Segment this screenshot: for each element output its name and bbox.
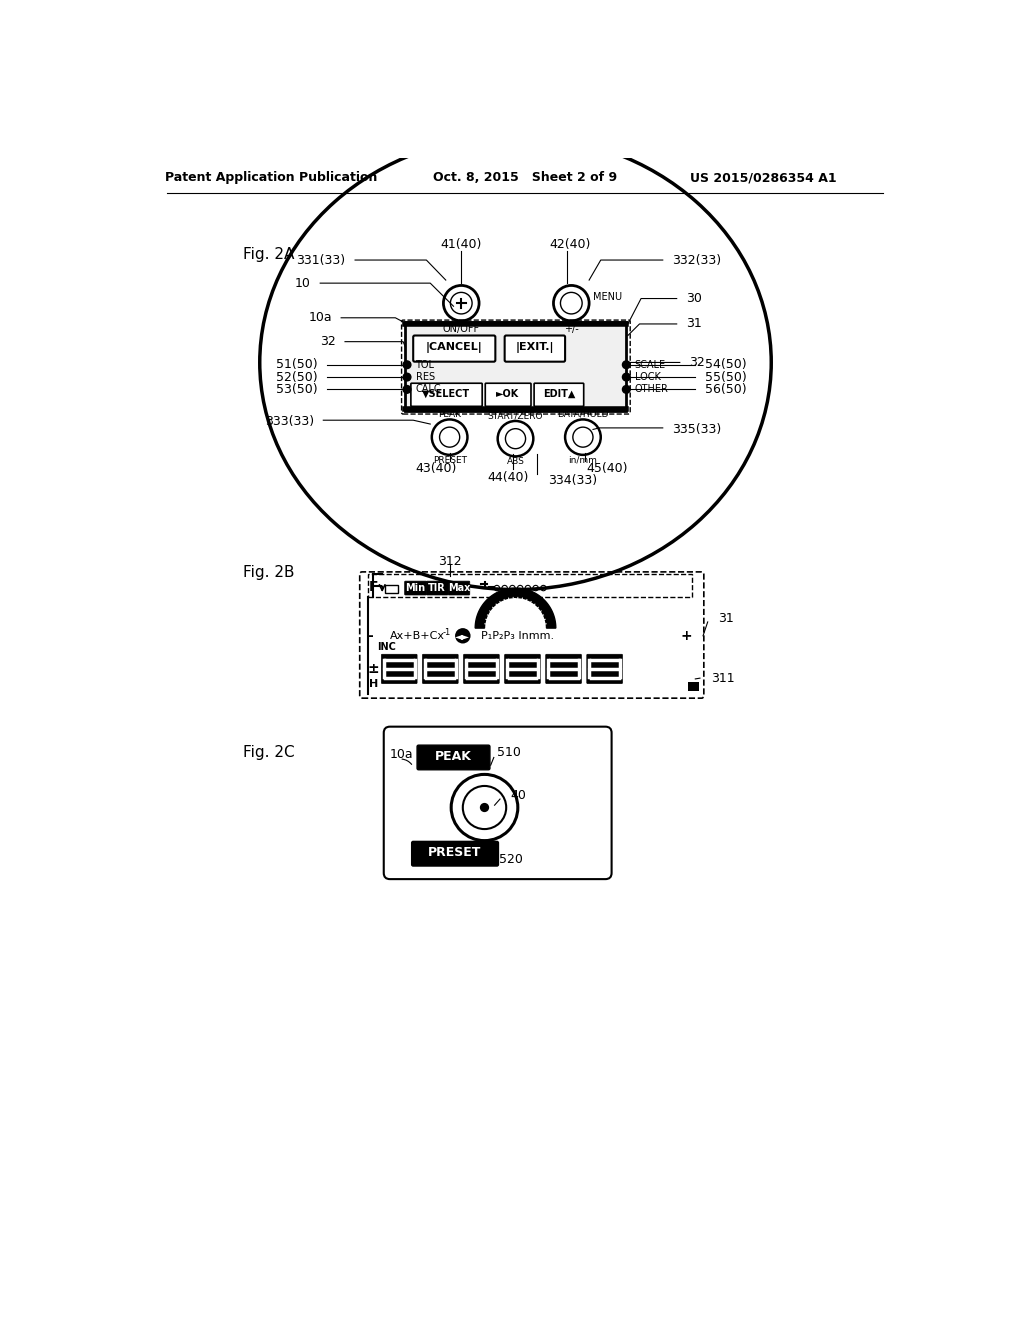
Bar — [688, 682, 699, 692]
FancyBboxPatch shape — [464, 655, 500, 684]
Text: F: F — [369, 579, 379, 594]
FancyBboxPatch shape — [412, 841, 499, 866]
Text: ABS: ABS — [507, 457, 524, 466]
Circle shape — [403, 374, 411, 381]
Text: US 2015/0286354 A1: US 2015/0286354 A1 — [690, 172, 837, 185]
Text: 335(33): 335(33) — [672, 422, 721, 436]
Text: 32: 32 — [319, 335, 336, 348]
Text: Fig. 2C: Fig. 2C — [243, 746, 294, 760]
Text: PRESET: PRESET — [428, 846, 481, 859]
Text: 51(50): 51(50) — [276, 358, 317, 371]
Polygon shape — [475, 589, 556, 628]
Text: 312: 312 — [438, 554, 462, 568]
Circle shape — [455, 628, 471, 644]
FancyBboxPatch shape — [414, 335, 496, 362]
Text: 332(33): 332(33) — [672, 253, 721, 267]
Text: 44(40): 44(40) — [487, 471, 528, 483]
Text: DATA/HOLD: DATA/HOLD — [557, 409, 608, 418]
Text: Max: Max — [447, 583, 470, 593]
FancyBboxPatch shape — [411, 383, 482, 407]
Text: |EXIT.|: |EXIT.| — [516, 342, 554, 354]
Text: |CANCEL|: |CANCEL| — [426, 342, 482, 354]
Text: LOCK: LOCK — [635, 372, 660, 381]
Text: +: + — [680, 628, 692, 643]
Text: ▼SELECT: ▼SELECT — [423, 389, 471, 399]
Text: H: H — [369, 678, 378, 689]
Text: MENU: MENU — [593, 292, 623, 302]
Text: ►OK: ►OK — [496, 389, 519, 399]
FancyBboxPatch shape — [404, 581, 426, 595]
Text: ON/OFF: ON/OFF — [442, 325, 480, 334]
Text: 333(33): 333(33) — [265, 416, 314, 428]
Text: -1: -1 — [442, 628, 451, 638]
Text: 53(50): 53(50) — [276, 383, 317, 396]
Text: ◄►: ◄► — [456, 631, 470, 640]
Text: SCALE: SCALE — [635, 360, 666, 370]
FancyBboxPatch shape — [485, 383, 531, 407]
Text: OTHER: OTHER — [635, 384, 669, 395]
FancyBboxPatch shape — [423, 655, 458, 684]
Circle shape — [623, 374, 630, 381]
Text: 510: 510 — [497, 746, 521, 759]
Text: INC: INC — [378, 643, 396, 652]
Text: TOL: TOL — [416, 360, 434, 370]
Text: -: - — [368, 628, 374, 643]
Text: TIR: TIR — [428, 583, 446, 593]
Text: 41(40): 41(40) — [440, 238, 482, 251]
Text: +/-: +/- — [564, 325, 579, 334]
Text: 30: 30 — [686, 292, 701, 305]
Bar — [385, 585, 397, 593]
Text: 10: 10 — [295, 277, 311, 289]
Text: P₁P₂P₃ Inmm.: P₁P₂P₃ Inmm. — [481, 631, 555, 640]
Text: 520: 520 — [500, 853, 523, 866]
Text: 31: 31 — [686, 317, 701, 330]
Circle shape — [403, 385, 411, 393]
Text: 56(50): 56(50) — [705, 383, 746, 396]
FancyBboxPatch shape — [535, 383, 584, 407]
Text: Fig. 2B: Fig. 2B — [243, 565, 294, 581]
Text: 43(40): 43(40) — [416, 462, 457, 475]
Text: Min: Min — [406, 583, 426, 593]
Text: PRESET: PRESET — [432, 455, 467, 465]
Text: START/ZERO: START/ZERO — [487, 411, 544, 420]
Text: ±: ± — [368, 661, 380, 676]
Text: 52(50): 52(50) — [276, 371, 317, 384]
Bar — [397, 587, 399, 591]
Text: Patent Application Publication: Patent Application Publication — [165, 172, 378, 185]
Circle shape — [623, 385, 630, 393]
FancyBboxPatch shape — [587, 655, 623, 684]
Text: 334(33): 334(33) — [548, 474, 597, 487]
FancyBboxPatch shape — [381, 655, 417, 684]
Text: 55(50): 55(50) — [705, 371, 746, 384]
FancyBboxPatch shape — [449, 581, 470, 595]
Text: 45(40): 45(40) — [586, 462, 628, 475]
Text: PEAK: PEAK — [438, 409, 461, 418]
FancyBboxPatch shape — [426, 581, 449, 595]
Text: 311: 311 — [711, 672, 734, 685]
Circle shape — [403, 360, 411, 368]
Text: 42(40): 42(40) — [550, 238, 591, 251]
Text: 40: 40 — [510, 789, 526, 803]
Text: CALC: CALC — [416, 384, 441, 395]
Text: 32: 32 — [689, 356, 705, 370]
Text: 10a: 10a — [308, 312, 332, 325]
FancyBboxPatch shape — [406, 322, 627, 411]
Text: in/mm: in/mm — [568, 455, 597, 465]
FancyBboxPatch shape — [546, 655, 582, 684]
FancyBboxPatch shape — [417, 744, 489, 770]
Text: Fig. 2A: Fig. 2A — [243, 247, 294, 263]
FancyBboxPatch shape — [505, 335, 565, 362]
Circle shape — [480, 803, 489, 812]
Text: 31: 31 — [719, 612, 734, 626]
Text: EDIT▲: EDIT▲ — [543, 389, 575, 399]
Text: 331(33): 331(33) — [296, 253, 345, 267]
Text: Oct. 8, 2015   Sheet 2 of 9: Oct. 8, 2015 Sheet 2 of 9 — [433, 172, 616, 185]
Text: Ax+B+Cx: Ax+B+Cx — [390, 631, 445, 640]
Text: PEAK: PEAK — [435, 750, 472, 763]
Text: 54(50): 54(50) — [705, 358, 746, 371]
Text: 10a: 10a — [390, 748, 414, 760]
Text: RES: RES — [416, 372, 434, 381]
FancyBboxPatch shape — [505, 655, 541, 684]
Circle shape — [623, 360, 630, 368]
